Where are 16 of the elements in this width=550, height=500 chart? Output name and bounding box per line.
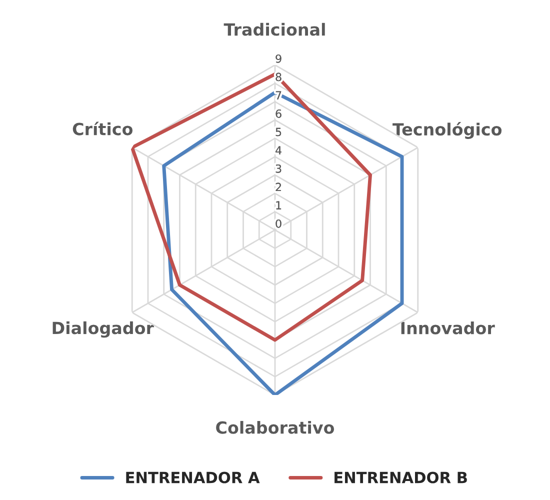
spoke-label: Tradicional	[224, 22, 325, 36]
y-tick-label: 4	[276, 146, 282, 154]
spoke-label: Innovador	[401, 321, 495, 334]
spoke-label: Dialogador	[52, 321, 154, 338]
y-tick-label: 0	[276, 219, 282, 228]
legend-label: ENTRENADOR A	[126, 472, 260, 484]
legend-label: ENTRENADOR B	[334, 472, 467, 484]
y-tick-label: 5	[276, 128, 282, 136]
spoke-label: Crítico	[72, 122, 133, 136]
y-tick-label: 9	[276, 54, 282, 63]
y-tick-label: 1	[276, 201, 282, 210]
y-tick-label: 2	[276, 182, 281, 192]
spoke-label: Tecnológico	[392, 122, 502, 139]
spoke-label: Colaborativo	[216, 420, 334, 434]
y-tick-label: 3	[276, 164, 282, 173]
y-tick-label: 6	[276, 109, 282, 118]
